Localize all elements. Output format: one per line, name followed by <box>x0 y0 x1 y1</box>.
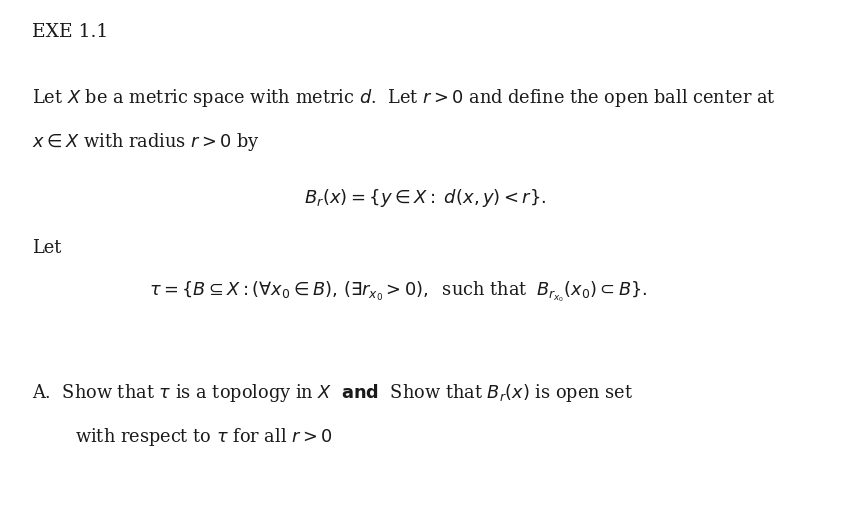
Text: A.  Show that $\tau$ is a topology in $X$  $\mathbf{and}$  Show that $B_r(x)$ is: A. Show that $\tau$ is a topology in $X$… <box>32 382 633 404</box>
Text: $\tau = \{B \subseteq X : (\forall x_0 \in B),\, (\exists r_{x_0} > 0),\;$ such : $\tau = \{B \subseteq X : (\forall x_0 \… <box>149 280 647 304</box>
Text: EXE 1.1: EXE 1.1 <box>32 23 109 41</box>
Text: Let $X$ be a metric space with metric $d$.  Let $r > 0$ and define the open ball: Let $X$ be a metric space with metric $d… <box>32 87 776 109</box>
Text: Let: Let <box>32 239 61 256</box>
Text: $B_r(x) = \{y \in X:\; d(x, y) < r\}.$: $B_r(x) = \{y \in X:\; d(x, y) < r\}.$ <box>303 187 547 209</box>
Text: $x \in X$ with radius $r > 0$ by: $x \in X$ with radius $r > 0$ by <box>32 131 260 153</box>
Text: with respect to $\tau$ for all $r > 0$: with respect to $\tau$ for all $r > 0$ <box>75 426 332 448</box>
